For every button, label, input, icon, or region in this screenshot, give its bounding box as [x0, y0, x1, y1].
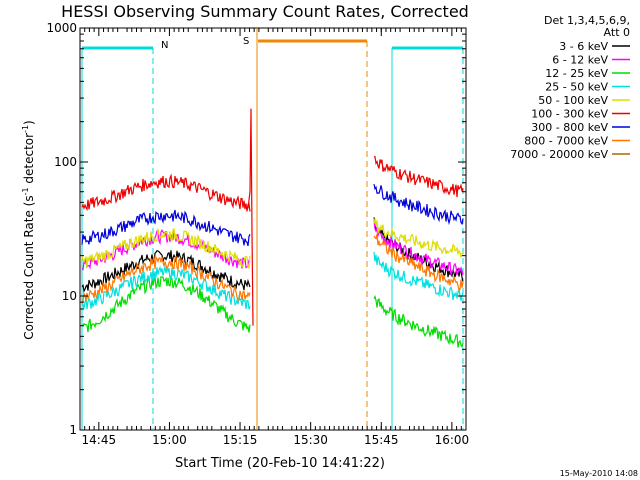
series-line-pre [81, 275, 251, 333]
y-tick-label: 10 [62, 289, 77, 303]
series-line-post [373, 251, 464, 301]
x-tick-label: 15:00 [152, 433, 187, 447]
series-line-pre [81, 250, 251, 293]
timestamp: 15-May-2010 14:08 [560, 469, 638, 478]
series-line-pre [81, 265, 251, 310]
legend-label: 6 - 12 keV [552, 54, 608, 67]
y-tick-label: 1 [69, 423, 77, 437]
legend-label: 800 - 7000 keV [524, 135, 608, 148]
y-tick-label: 100 [54, 155, 77, 169]
x-tick-label: 16:00 [435, 433, 470, 447]
legend-label: 300 - 800 keV [531, 121, 608, 134]
y-axis-label: Corrected Count Rate (s-1 detector-1) [21, 120, 36, 339]
series-line-post [373, 233, 464, 292]
chart-title: HESSI Observing Summary Count Rates, Cor… [61, 2, 469, 21]
annotation-night-label: N [161, 40, 168, 51]
series-line-pre [81, 209, 251, 247]
axis-ticks [80, 27, 466, 431]
series-line-post [373, 220, 464, 276]
x-axis-label: Start Time (20-Feb-10 14:41:22) [175, 456, 385, 471]
series-line-post [373, 183, 464, 226]
legend-header-line2: Att 0 [604, 26, 630, 39]
series-line-pre [81, 173, 251, 212]
y-tick-label: 1000 [46, 21, 77, 35]
x-tick-label: 15:30 [293, 433, 328, 447]
x-tick-label: 15:15 [223, 433, 258, 447]
series-line-pre [81, 254, 251, 305]
series-line-post [373, 218, 464, 258]
x-tick-label: 14:45 [82, 433, 117, 447]
legend-label: 25 - 50 keV [545, 81, 608, 94]
y-tick-labels: 1 10 100 1000 [46, 21, 77, 437]
series-spike [247, 108, 254, 326]
series-line-pre [81, 227, 251, 270]
legend-label: 3 - 6 keV [559, 40, 608, 53]
series-line-post [373, 217, 464, 283]
legend-header-line1: Det 1,3,4,5,6,9, [544, 14, 630, 27]
legend-label: 100 - 300 keV [531, 108, 608, 121]
legend-label: 7000 - 20000 keV [510, 148, 608, 161]
instrument-state-spans [81, 28, 464, 430]
legend-label: 12 - 25 keV [545, 67, 608, 80]
series-line-post [373, 155, 464, 198]
plot-frame [79, 27, 467, 431]
series-lines [81, 108, 464, 349]
legend-label: 50 - 100 keV [538, 94, 608, 107]
series-line-post [373, 294, 464, 349]
x-tick-label: 15:45 [364, 433, 399, 447]
annotation-saa-label: S [243, 36, 249, 47]
x-tick-labels: 14:45 15:00 15:15 15:30 15:45 16:00 [82, 433, 470, 447]
